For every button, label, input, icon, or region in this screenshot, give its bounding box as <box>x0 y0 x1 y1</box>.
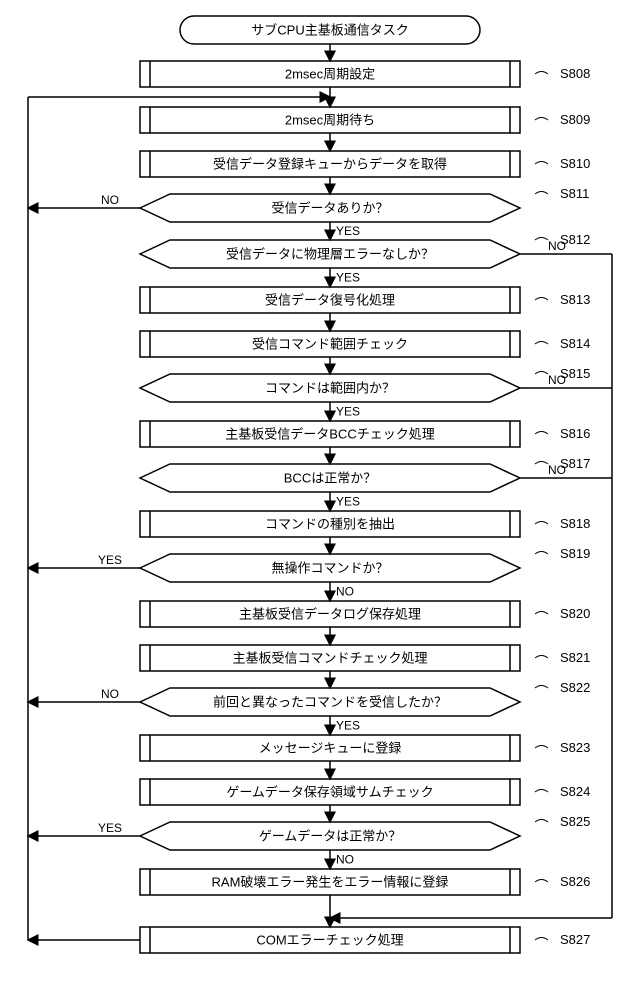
node-text-s811: 受信データありか？ <box>271 200 388 215</box>
node-text-s825: ゲームデータは正常か？ <box>259 828 402 843</box>
node-text-s809: 2msec周期待ち <box>285 112 375 127</box>
node-text-s814: 受信コマンド範囲チェック <box>252 336 408 351</box>
node-text-s821: 主基板受信コマンドチェック処理 <box>232 650 427 665</box>
branch-label: NO <box>101 687 119 701</box>
step-label-s822: S822 <box>560 680 590 695</box>
node-text-s819: 無操作コマンドか？ <box>271 560 388 575</box>
step-label-s826: S826 <box>560 874 590 889</box>
node-text-s808: 2msec周期設定 <box>285 66 375 81</box>
node-text-s816: 主基板受信データBCCチェック処理 <box>225 426 434 441</box>
step-label-s816: S816 <box>560 426 590 441</box>
step-label-s824: S824 <box>560 784 590 799</box>
edge-label: NO <box>336 853 354 867</box>
node-text-s820: 主基板受信データログ保存処理 <box>239 606 421 621</box>
edge-label: NO <box>336 585 354 599</box>
step-label-s825: S825 <box>560 814 590 829</box>
edge-label: YES <box>336 224 360 238</box>
edge-label: YES <box>336 405 360 419</box>
node-text-s827: COMエラーチェック処理 <box>256 932 403 947</box>
node-text-s810: 受信データ登録キューからデータを取得 <box>213 156 447 171</box>
node-text-s813: 受信データ復号化処理 <box>265 292 395 307</box>
step-label-s821: S821 <box>560 650 590 665</box>
step-label-s814: S814 <box>560 336 590 351</box>
node-text-s815: コマンドは範囲内か？ <box>265 380 395 395</box>
step-label-s810: S810 <box>560 156 590 171</box>
step-label-s813: S813 <box>560 292 590 307</box>
branch-label: NO <box>548 373 566 387</box>
edge-label: YES <box>336 719 360 733</box>
step-label-s809: S809 <box>560 112 590 127</box>
node-text-start: サブCPU主基板通信タスク <box>251 22 408 37</box>
node-text-s824: ゲームデータ保存領域サムチェック <box>226 784 433 799</box>
node-text-s826: RAM破壊エラー発生をエラー情報に登録 <box>212 874 449 889</box>
node-text-s822: 前回と異なったコマンドを受信したか？ <box>213 694 447 709</box>
node-text-s817: BCCは正常か？ <box>284 470 376 485</box>
step-label-s820: S820 <box>560 606 590 621</box>
step-label-s811: S811 <box>560 186 589 201</box>
branch-label: YES <box>98 553 122 567</box>
branch-label: NO <box>548 239 566 253</box>
step-label-s808: S808 <box>560 66 590 81</box>
node-text-s818: コマンドの種別を抽出 <box>265 516 395 531</box>
branch-label: YES <box>98 821 122 835</box>
edge-label: YES <box>336 495 360 509</box>
branch-label: NO <box>101 193 119 207</box>
step-label-s827: S827 <box>560 932 590 947</box>
step-label-s818: S818 <box>560 516 590 531</box>
branch-label: NO <box>548 463 566 477</box>
edge-label: YES <box>336 271 360 285</box>
step-label-s823: S823 <box>560 740 590 755</box>
step-label-s819: S819 <box>560 546 590 561</box>
node-text-s823: メッセージキューに登録 <box>259 740 402 755</box>
node-text-s812: 受信データに物理層エラーなしか？ <box>226 246 434 261</box>
